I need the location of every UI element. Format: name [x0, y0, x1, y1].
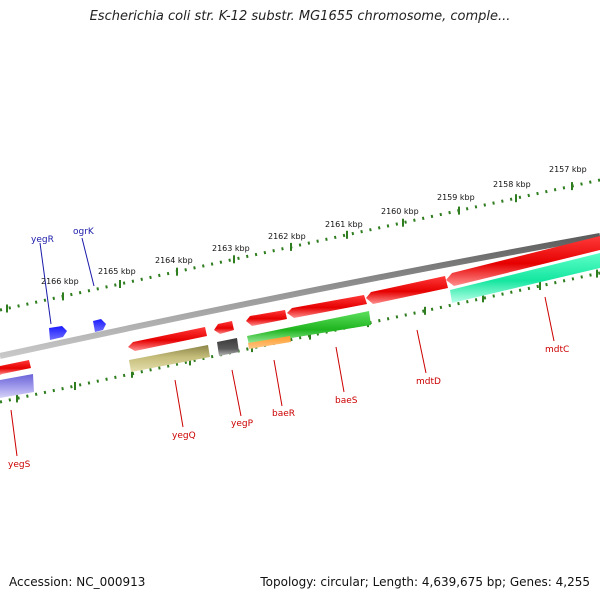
kbp-label: 2157 kbp — [549, 165, 587, 174]
feature-band-gray — [217, 338, 239, 356]
kbp-label: 2159 kbp — [437, 193, 475, 202]
kbp-label: 2166 kbp — [41, 277, 79, 286]
gene-feature-yegS-arrow[interactable] — [0, 360, 31, 375]
inner-tick-ring — [0, 271, 600, 404]
gene-label-mdtD[interactable]: mdtD — [416, 377, 441, 387]
gene-label-yegS[interactable]: yegS — [8, 460, 31, 470]
gene-feature-yegR[interactable] — [49, 326, 67, 340]
gene-label-baeS[interactable]: baeS — [335, 396, 358, 406]
kbp-label: 2162 kbp — [268, 232, 306, 241]
gene-label-ogrK[interactable]: ogrK — [73, 227, 95, 237]
feature-band-purple — [0, 374, 34, 398]
kbp-label: 2165 kbp — [98, 267, 136, 276]
outer-tick-marks — [6, 182, 573, 313]
map-title: Escherichia coli str. K-12 substr. MG165… — [89, 9, 511, 24]
genome-summary-text: Topology: circular; Length: 4,639,675 bp… — [260, 575, 590, 589]
gene-label-mdtC[interactable]: mdtC — [545, 345, 569, 355]
gene-feature-yegP-arrow[interactable] — [214, 321, 234, 334]
gene-label-yegP[interactable]: yegP — [231, 419, 254, 429]
gene-label-yegR[interactable]: yegR — [31, 235, 54, 245]
kbp-label: 2164 kbp — [155, 256, 193, 265]
gene-feature-mdtD-arrow[interactable] — [366, 276, 448, 304]
feature-band-olive — [129, 345, 210, 372]
gene-feature-ogrK[interactable] — [93, 319, 106, 332]
chromosome-backbone — [0, 233, 600, 359]
kbp-label: 2158 kbp — [493, 180, 531, 189]
outer-tick-ring — [0, 178, 600, 312]
gene-label-yegQ[interactable]: yegQ — [172, 431, 196, 441]
feature-band-orange — [248, 336, 291, 349]
gene-feature-mdtC-arrow[interactable] — [446, 236, 600, 286]
gene-feature-yegQ-arrow[interactable] — [128, 327, 207, 351]
gene-label-baeR[interactable]: baeR — [272, 409, 295, 419]
feature-band-mint — [450, 253, 600, 303]
kbp-label: 2160 kbp — [381, 207, 419, 216]
leader-lines — [10, 237, 555, 457]
kbp-label: 2163 kbp — [212, 244, 250, 253]
gene-feature-baeS-arrow[interactable] — [287, 295, 367, 318]
kbp-label: 2161 kbp — [325, 220, 363, 229]
gene-feature-baeR-arrow[interactable] — [246, 310, 287, 326]
feature-band-green — [247, 311, 371, 345]
accession-text: Accession: NC_000913 — [9, 575, 146, 589]
